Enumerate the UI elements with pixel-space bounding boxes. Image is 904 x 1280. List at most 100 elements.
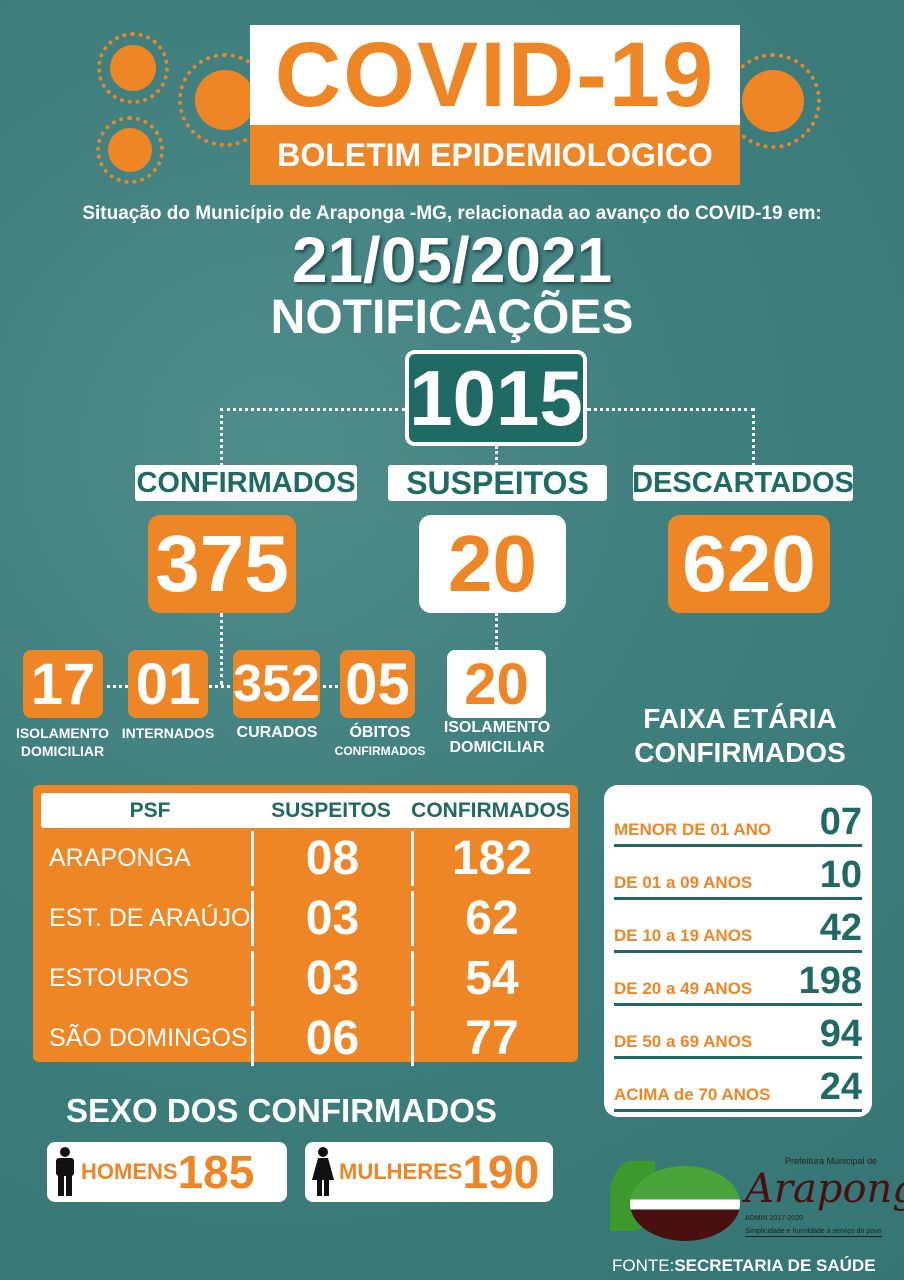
- caption-line: ÓBITOS: [349, 724, 411, 741]
- value-obitos: 05: [340, 650, 415, 718]
- header-confirmados: CONFIRMADOS: [411, 798, 570, 822]
- connector: [100, 685, 345, 688]
- value-confirmados: 375: [148, 515, 296, 613]
- caption-isolamento: ISOLAMENTO DOMICILIAR: [10, 724, 115, 760]
- faixa-value: 10: [819, 854, 862, 896]
- psf-name: EST. DE ARAÚJO: [49, 903, 251, 932]
- value-suspeitos: 20: [419, 515, 566, 613]
- faixa-row: MENOR DE 01 ANO 07: [614, 795, 862, 847]
- faixa-value: 24: [819, 1066, 862, 1108]
- suspeitos-value: 03: [251, 890, 411, 946]
- coffee-bean-icon: [630, 1166, 740, 1241]
- label-descartados: DESCARTADOS: [632, 465, 854, 501]
- woman-icon: [312, 1147, 334, 1196]
- faixa-etaria-list: MENOR DE 01 ANO 07 DE 01 a 09 ANOS 10 DE 10 …: [604, 785, 872, 1117]
- faixa-row: DE 20 a 49 ANOS 198: [614, 954, 862, 1006]
- virus-icon: [724, 52, 822, 150]
- caption-line: CONFIRMADOS: [334, 744, 426, 758]
- prefeitura-logo: Prefeitura Municipal de Araponga ADMIN 2…: [605, 1156, 904, 1248]
- caption-obitos: ÓBITOS CONFIRMADOS: [330, 724, 430, 760]
- label-suspeitos: SUSPEITOS: [388, 465, 607, 501]
- value-isolamento: 17: [23, 650, 103, 718]
- caption-line: ISOLAMENTO: [443, 719, 551, 736]
- table-row: ARAPONGA 08 182: [41, 828, 570, 888]
- value-isolamento-suspeitos: 20: [447, 650, 546, 718]
- title: COVID-19: [250, 24, 740, 126]
- mulheres-box: MULHERES 190: [305, 1142, 553, 1202]
- header-psf: PSF: [129, 799, 171, 822]
- caption-line: INTERNADOS: [121, 725, 215, 741]
- psf-name: ARAPONGA: [49, 843, 191, 872]
- mulheres-label: MULHERES: [339, 1159, 463, 1184]
- table-header: PSF SUSPEITOS CONFIRMADOS: [41, 793, 570, 828]
- table-row: EST. DE ARAÚJO 03 62: [41, 888, 570, 948]
- caption-line: ISOLAMENTO: [15, 725, 110, 741]
- homens-box: HOMENS 185: [47, 1142, 287, 1202]
- confirmados-value: 54: [411, 950, 570, 1006]
- psf-name: ESTOUROS: [49, 963, 189, 992]
- homens-label: HOMENS: [81, 1159, 178, 1184]
- caption-line: CURADOS: [236, 724, 318, 741]
- faixa-row: DE 10 a 19 ANOS 42: [614, 901, 862, 953]
- logo-text: Prefeitura Municipal de: [785, 1156, 878, 1166]
- logo-text: ADMIN 2017-2020: [745, 1215, 803, 1222]
- connector: [495, 613, 498, 650]
- bulletin-date: 21/05/2021: [291, 224, 613, 296]
- faixa-label: DE 20 a 49 ANOS: [614, 979, 753, 998]
- confirmados-value: 182: [411, 830, 570, 886]
- suspeitos-value: 06: [251, 1010, 411, 1066]
- intro-text: Situação do Município de Araponga -MG, r…: [82, 203, 822, 224]
- value-curados: 352: [233, 650, 320, 718]
- subtitle: BOLETIM EPIDEMIOLOGICO: [250, 125, 740, 185]
- connector: [220, 408, 405, 466]
- faixa-title: FAIXA ETÁRIA CONFIRMADOS: [590, 702, 890, 770]
- faixa-label: DE 50 a 69 ANOS: [614, 1032, 753, 1051]
- faixa-value: 94: [819, 1013, 862, 1055]
- caption-curados: CURADOS: [228, 724, 326, 742]
- faixa-title-line: CONFIRMADOS: [634, 737, 846, 768]
- caption-internados: INTERNADOS: [115, 724, 221, 742]
- faixa-row: ACIMA de 70 ANOS 24: [614, 1060, 862, 1112]
- psf-name: SÃO DOMINGOS: [49, 1023, 248, 1052]
- confirmados-value: 77: [411, 1010, 570, 1066]
- faixa-value: 198: [798, 960, 862, 1002]
- table-row: SÃO DOMINGOS 06 77: [41, 1008, 570, 1068]
- virus-icon: [178, 53, 272, 147]
- connector: [495, 446, 498, 466]
- connector: [220, 613, 223, 685]
- label-confirmados: CONFIRMADOS: [135, 465, 357, 501]
- faixa-title-line: FAIXA ETÁRIA: [643, 703, 837, 734]
- total-notificacoes: 1015: [405, 350, 587, 446]
- header-suspeitos: SUSPEITOS: [271, 798, 391, 822]
- suspeitos-value: 03: [251, 950, 411, 1006]
- value-internados: 01: [128, 650, 208, 718]
- faixa-value: 42: [819, 907, 862, 949]
- virus-icon: [95, 115, 165, 185]
- mulheres-value: 190: [462, 1146, 540, 1198]
- homens-value: 185: [177, 1146, 255, 1198]
- faixa-value: 07: [819, 801, 862, 843]
- psf-table: PSF SUSPEITOS CONFIRMADOS ARAPONGA 08 182 E…: [33, 785, 578, 1066]
- connector: [587, 408, 755, 466]
- value-descartados: 620: [668, 515, 830, 613]
- faixa-label: MENOR DE 01 ANO: [614, 820, 772, 839]
- faixa-row: DE 01 a 09 ANOS 10: [614, 848, 862, 900]
- fonte: FONTE:SECRETARIA DE SAÚDE: [612, 1256, 876, 1276]
- caption-line: DOMICILIAR: [449, 739, 545, 756]
- sexo-title: SEXO DOS CONFIRMADOS: [66, 1092, 497, 1129]
- faixa-label: DE 10 a 19 ANOS: [614, 926, 753, 945]
- virus-icon: [97, 32, 169, 104]
- logo-text: Simplicidade e humildade à serviço do po…: [745, 1228, 882, 1237]
- table-row: ESTOUROS 03 54: [41, 948, 570, 1008]
- suspeitos-value: 08: [251, 830, 411, 886]
- faixa-label: DE 01 a 09 ANOS: [614, 873, 753, 892]
- fonte-source: SECRETARIA DE SAÚDE: [674, 1256, 876, 1275]
- logo-text: Araponga: [745, 1166, 904, 1212]
- faixa-label: ACIMA de 70 ANOS: [614, 1085, 771, 1104]
- notificacoes-heading: NOTIFICAÇÕES: [270, 291, 634, 344]
- caption-isolamento-suspeitos: ISOLAMENTO DOMICILIAR: [437, 718, 557, 758]
- faixa-row: DE 50 a 69 ANOS 94: [614, 1007, 862, 1059]
- man-icon: [56, 1147, 74, 1196]
- fonte-prefix: FONTE:: [612, 1256, 675, 1275]
- confirmados-value: 62: [411, 890, 570, 946]
